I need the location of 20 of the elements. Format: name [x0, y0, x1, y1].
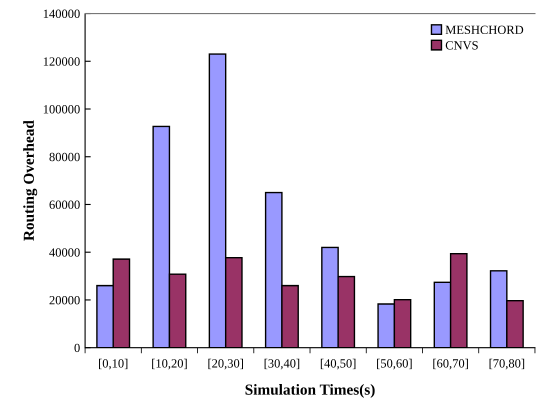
- y-tick-label: 100000: [44, 105, 80, 114]
- x-tick-label: [0,10]: [99, 358, 128, 370]
- y-axis-title: Routing Overhead: [23, 120, 38, 241]
- x-tick-label: [40,50]: [320, 358, 356, 370]
- x-tick-label: [30,40]: [264, 358, 300, 370]
- y-tick-label: 120000: [44, 57, 80, 66]
- legend-label: MESHCHORD: [446, 26, 524, 34]
- legend-label: CNVS: [446, 41, 478, 50]
- x-tick-label: [60,70]: [433, 358, 468, 370]
- y-tick-label: 0: [74, 344, 80, 352]
- y-tick-label: 140000: [44, 10, 80, 18]
- x-tick-label: [20,30]: [208, 358, 243, 370]
- x-axis-title: Simulation Times(s): [246, 384, 375, 398]
- x-tick-label: [10,20]: [152, 358, 187, 370]
- y-tick-label: 20000: [50, 296, 80, 304]
- x-tick-label: [70,80]: [490, 358, 524, 370]
- y-tick-label: 80000: [49, 152, 80, 162]
- y-tick-label: 40000: [49, 248, 80, 257]
- y-tick-label: 60000: [50, 200, 80, 209]
- x-tick-label: [50,60]: [377, 358, 412, 370]
